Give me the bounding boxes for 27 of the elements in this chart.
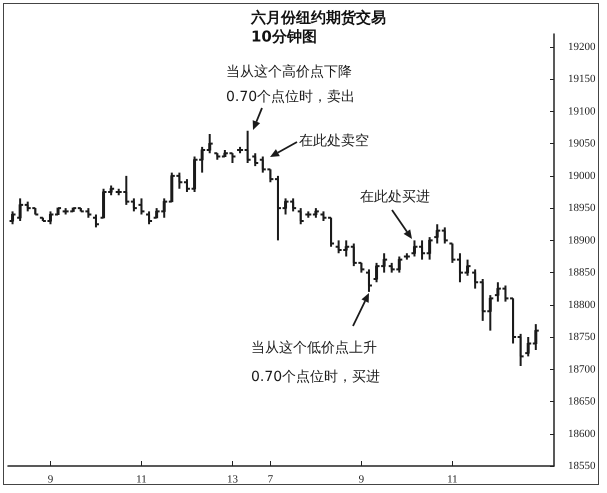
candlestick bbox=[72, 207, 75, 212]
x-tick-label: 11 bbox=[136, 474, 147, 486]
y-tick-label: 18950 bbox=[568, 202, 596, 214]
annotation: 在此处买进 bbox=[360, 188, 430, 207]
annotation: 当从这个低价点上升 0.70个点位时，买进 bbox=[251, 339, 380, 387]
x-tick-label: 11 bbox=[447, 474, 458, 486]
y-tick-label: 18800 bbox=[568, 298, 596, 311]
y-tick-label: 19050 bbox=[568, 138, 596, 150]
x-tick-label: 7 bbox=[268, 474, 274, 486]
y-tick-label: 18750 bbox=[568, 331, 596, 344]
x-tick-label: 9 bbox=[358, 474, 365, 486]
annotation: 在此处卖空 bbox=[299, 132, 369, 151]
chart-title: 六月份纽约期货交易 bbox=[250, 8, 386, 26]
y-tick-label: 18550 bbox=[568, 460, 596, 472]
y-tick-label: 19100 bbox=[568, 105, 596, 118]
x-tick-label: 9 bbox=[48, 474, 54, 486]
y-tick-label: 18700 bbox=[568, 363, 596, 376]
y-tick-label: 18600 bbox=[568, 428, 596, 440]
x-tick-label: 13 bbox=[226, 474, 238, 486]
y-tick-label: 19200 bbox=[568, 40, 596, 53]
y-tick-label: 18650 bbox=[568, 396, 596, 408]
annotation: 当从这个高价点下降 0.70个点位时，卖出 bbox=[226, 63, 356, 107]
y-tick-label: 19000 bbox=[568, 170, 596, 182]
y-tick-label: 18850 bbox=[568, 266, 596, 279]
y-tick-label: 19150 bbox=[568, 73, 596, 86]
y-tick-label: 18900 bbox=[568, 234, 596, 246]
chart-subtitle: 10分钟图 bbox=[251, 28, 317, 46]
